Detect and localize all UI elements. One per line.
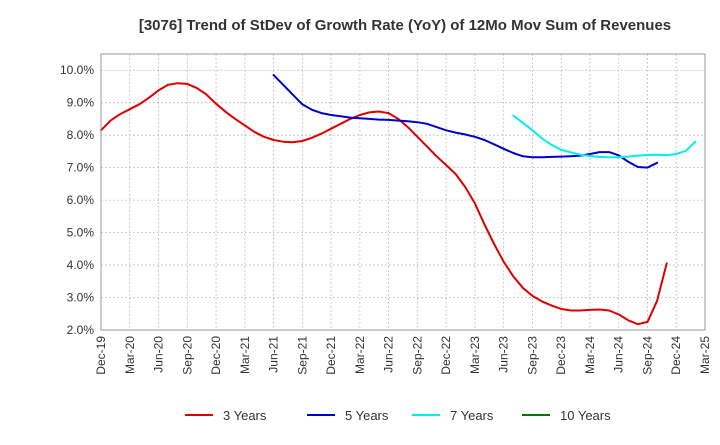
x-tick-label: Sep-21 [295,336,309,375]
x-tick-label: Mar-25 [698,336,712,374]
y-tick-label: 3.0% [67,291,95,305]
legend-label: 10 Years [560,408,611,423]
x-tick-label: Sep-23 [525,336,539,375]
x-tick-label: Mar-21 [238,336,252,374]
series-line-3-years [100,82,668,326]
x-tick-label: Dec-23 [554,336,568,375]
x-tick-label: Dec-24 [669,336,683,375]
legend: 3 Years 5 Years 7 Years 10 Years [185,408,611,423]
y-tick-label: 10.0% [60,63,94,77]
y-tick-label: 7.0% [67,161,95,175]
x-tick-label: Jun-24 [612,336,626,373]
x-tick-label: Mar-22 [353,336,367,374]
x-tick-label: Dec-21 [324,336,338,375]
y-tick-label: 2.0% [67,323,95,337]
x-tick-label: Dec-20 [209,336,223,375]
x-axis-ticks: Dec-19 Mar-20 Jun-20 Sep-20 Dec-20 Mar-21 Jun-… [94,336,712,375]
legend-label: 5 Years [345,408,389,423]
y-tick-label: 5.0% [67,226,95,240]
grid-layer [101,54,705,330]
y-tick-label: 9.0% [67,96,95,110]
x-tick-label: Dec-22 [439,336,453,375]
x-tick-label: Sep-24 [640,336,654,375]
x-tick-label: Mar-20 [123,336,137,374]
x-tick-label: Mar-24 [583,336,597,374]
series-layer [100,74,697,326]
y-tick-label: 8.0% [67,128,95,142]
legend-label: 7 Years [450,408,494,423]
legend-label: 3 Years [223,408,267,423]
x-tick-label: Jun-22 [382,336,396,373]
x-tick-label: Jun-20 [152,336,166,373]
x-tick-label: Mar-23 [468,336,482,374]
series-line-5-years [272,74,659,169]
plot-frame [100,53,706,331]
series-line-7-years [512,114,697,159]
y-tick-label: 6.0% [67,193,95,207]
x-tick-label: Sep-22 [410,336,424,375]
x-tick-label: Jun-23 [497,336,511,373]
x-tick-label: Sep-20 [180,336,194,375]
y-tick-label: 4.0% [67,258,95,272]
chart-title: [3076] Trend of StDev of Growth Rate (Yo… [139,17,671,34]
y-axis-ticks: 2.0% 3.0% 4.0% 5.0% 6.0% 7.0% 8.0% 9.0% 10.0% [60,63,94,337]
x-tick-label: Dec-19 [94,336,108,375]
x-tick-label: Jun-21 [267,336,281,373]
